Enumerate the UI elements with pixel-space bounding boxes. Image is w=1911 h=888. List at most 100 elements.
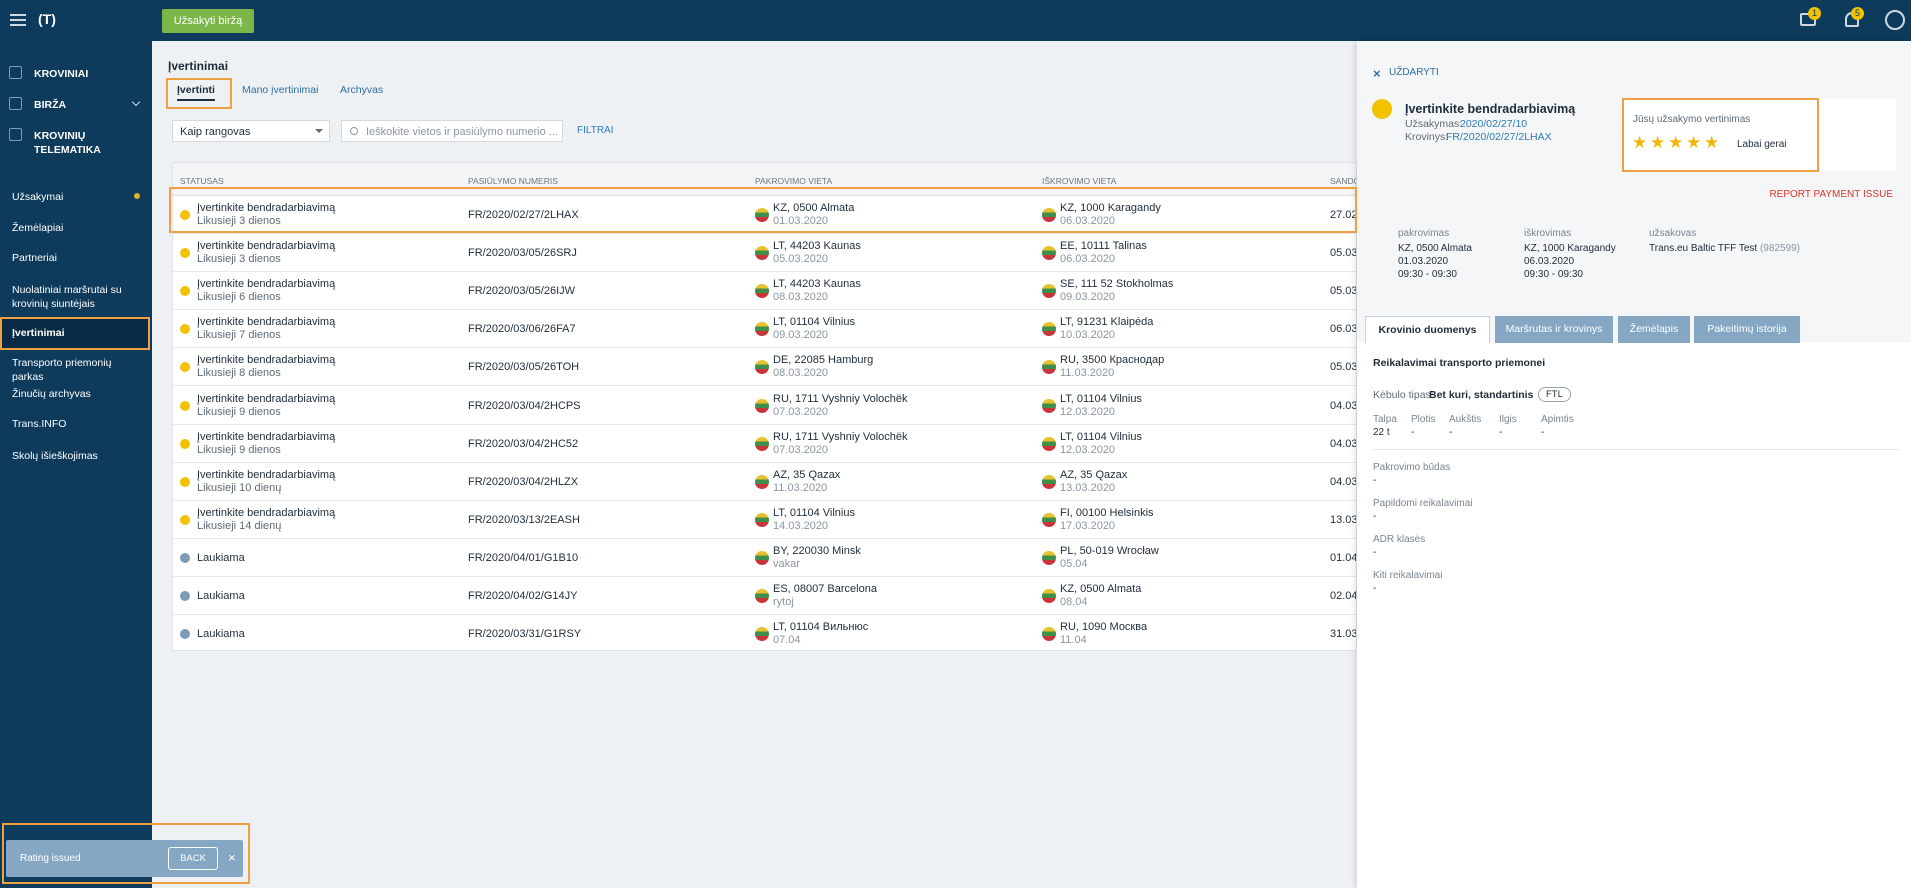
order-button[interactable]: Užsakyti biržą	[162, 9, 254, 33]
dim-value: 22 t	[1373, 427, 1390, 438]
divider	[1373, 449, 1899, 450]
flag	[1042, 627, 1056, 642]
flag	[1042, 436, 1056, 451]
place-date: 08.03.2020	[773, 367, 829, 380]
field-label: ADR klasės	[1373, 534, 1426, 545]
sidebar-item[interactable]: Žemėlapiai	[12, 222, 64, 234]
toast-message: Rating issued	[20, 853, 81, 864]
sidebar-item[interactable]: Transporto priemonių parkas	[12, 357, 112, 383]
status: Įvertinkite bendradarbiavimą	[197, 202, 336, 214]
panel-tab[interactable]: Maršrutas ir krovinys	[1495, 316, 1613, 343]
dim-label: Ilgis	[1499, 414, 1517, 425]
filters-link[interactable]: FILTRAI	[577, 125, 614, 136]
warning-icon	[180, 210, 190, 220]
offer-number: FR/2020/03/05/26TOH	[468, 361, 580, 374]
place: RU, 3500 Краснодар	[1060, 354, 1165, 367]
search-input[interactable]: Ieškokite vietos ir pasiūlymo numerio ..…	[341, 120, 563, 142]
page-title: Įvertinimai	[168, 59, 229, 73]
order-link[interactable]: 2020/02/27/10	[1460, 118, 1528, 130]
toast-button[interactable]: BACK	[168, 847, 218, 870]
place-date: 07.03.2020	[773, 443, 829, 456]
flag	[1042, 322, 1056, 337]
status: Laukiama	[197, 628, 245, 641]
status: Įvertinkite bendradarbiavimą	[197, 278, 336, 291]
top-bar	[0, 0, 1911, 41]
body-type-label: Kėbulo tipas:	[1373, 389, 1434, 401]
row-divider	[173, 271, 1356, 273]
row-divider	[173, 233, 1356, 234]
flag	[1042, 208, 1056, 222]
page-tab[interactable]: Mano įvertinimai	[242, 84, 319, 96]
panel-tab[interactable]: Žemėlapis	[1618, 316, 1690, 343]
warning-icon	[180, 248, 190, 259]
place-date: 01.03.2020	[773, 215, 829, 227]
sidebar-item[interactable]: Trans.INFO	[12, 418, 67, 430]
cargo-link[interactable]: FR/2020/02/27/2LHAX	[1446, 131, 1552, 143]
place-date: 08.04	[1060, 596, 1088, 608]
sidebar-item[interactable]: Įvertinimai	[12, 327, 65, 339]
place-date: 06.03.2020	[1060, 253, 1116, 266]
field-value: -	[1373, 547, 1377, 558]
flag	[755, 550, 769, 565]
flag	[1042, 512, 1056, 527]
table-header	[173, 163, 1356, 196]
warning-icon	[1372, 99, 1392, 119]
field-value: -	[1373, 475, 1377, 486]
detail-label: iškrovimas	[1524, 228, 1572, 239]
offer-number: FR/2020/03/06/26FA7	[468, 323, 576, 336]
status-note: Likusieji 7 dienos	[197, 329, 281, 342]
place: LT, 01104 Vilnius	[773, 506, 855, 519]
rating-label: Jūsų užsakymo vertinimas	[1633, 114, 1751, 125]
row-divider	[173, 575, 1356, 577]
page-tab[interactable]: Įvertinti	[177, 84, 215, 101]
profile-icon[interactable]	[1885, 10, 1905, 30]
detail-line: 09:30 - 09:30	[1524, 269, 1583, 280]
order-label: Užsakymas:	[1405, 118, 1463, 130]
close-link[interactable]: UŽDARYTI	[1389, 67, 1439, 78]
logo[interactable]: (T)	[38, 11, 56, 27]
clock-icon	[180, 552, 190, 563]
page-tab[interactable]: Archyvas	[340, 84, 384, 96]
deal-date: 13.03.	[1330, 513, 1357, 526]
sidebar-item[interactable]: Nuolatiniai maršrutai su krovinių siuntė…	[12, 284, 122, 310]
place-date: 07.04	[773, 634, 801, 647]
deal-date: 01.04.	[1330, 551, 1357, 564]
sidebar-item[interactable]: Žinučių archyvas	[12, 388, 91, 400]
place: DE, 22085 Hamburg	[773, 354, 874, 367]
sidebar-section[interactable]: KROVINIAI	[34, 68, 89, 80]
detail-label: užsakovas	[1649, 228, 1697, 239]
search-placeholder: Ieškokite vietos ir pasiūlymo numerio ..…	[366, 126, 558, 138]
star: ★	[1686, 133, 1702, 152]
offer-number: FR/2020/02/27/2LHAX	[468, 209, 579, 221]
place-date: 11.03.2020	[1060, 367, 1115, 380]
menu-icon[interactable]	[10, 14, 26, 26]
row-divider	[173, 499, 1356, 501]
status: Laukiama	[197, 551, 245, 564]
sidebar-section[interactable]: BIRŽA	[34, 99, 67, 111]
place-date: 09.03.2020	[773, 329, 829, 342]
column-header: STATUSAS	[180, 176, 224, 186]
column-header: PAKROVIMO VIETA	[755, 176, 833, 186]
sidebar-item[interactable]: Užsakymai	[12, 191, 64, 203]
panel-tab[interactable]: Pakeitimų istorija	[1694, 316, 1800, 343]
flag	[1042, 550, 1056, 565]
field-value: -	[1373, 583, 1377, 594]
row-divider	[173, 309, 1356, 311]
sidebar-section[interactable]: KROVINIŲ TELEMATIKA	[34, 130, 101, 156]
detail-line: Trans.eu Baltic TFF Test (982599)	[1649, 243, 1800, 254]
place: KZ, 1000 Karagandy	[1060, 202, 1161, 214]
status-note: Likusieji 3 dienos	[197, 215, 281, 227]
flag	[755, 322, 769, 337]
offer-number: FR/2020/04/01/G1B10	[468, 551, 579, 564]
toast-close[interactable]: ×	[228, 850, 236, 865]
sidebar-item[interactable]: Skolų išieškojimas	[12, 450, 98, 462]
warning-icon	[180, 476, 190, 487]
rating-text: Labai gerai	[1737, 139, 1787, 150]
role-select[interactable]: Kaip rangovas	[172, 120, 330, 142]
report-link[interactable]: REPORT PAYMENT ISSUE	[1769, 189, 1893, 200]
sidebar-item[interactable]: Partneriai	[12, 252, 57, 264]
field-label: Papildomi reikalavimai	[1373, 498, 1473, 509]
panel-tab[interactable]: Krovinio duomenys	[1365, 316, 1490, 343]
offer-number: FR/2020/03/04/2HCPS	[468, 399, 581, 412]
star: ★	[1704, 133, 1720, 152]
